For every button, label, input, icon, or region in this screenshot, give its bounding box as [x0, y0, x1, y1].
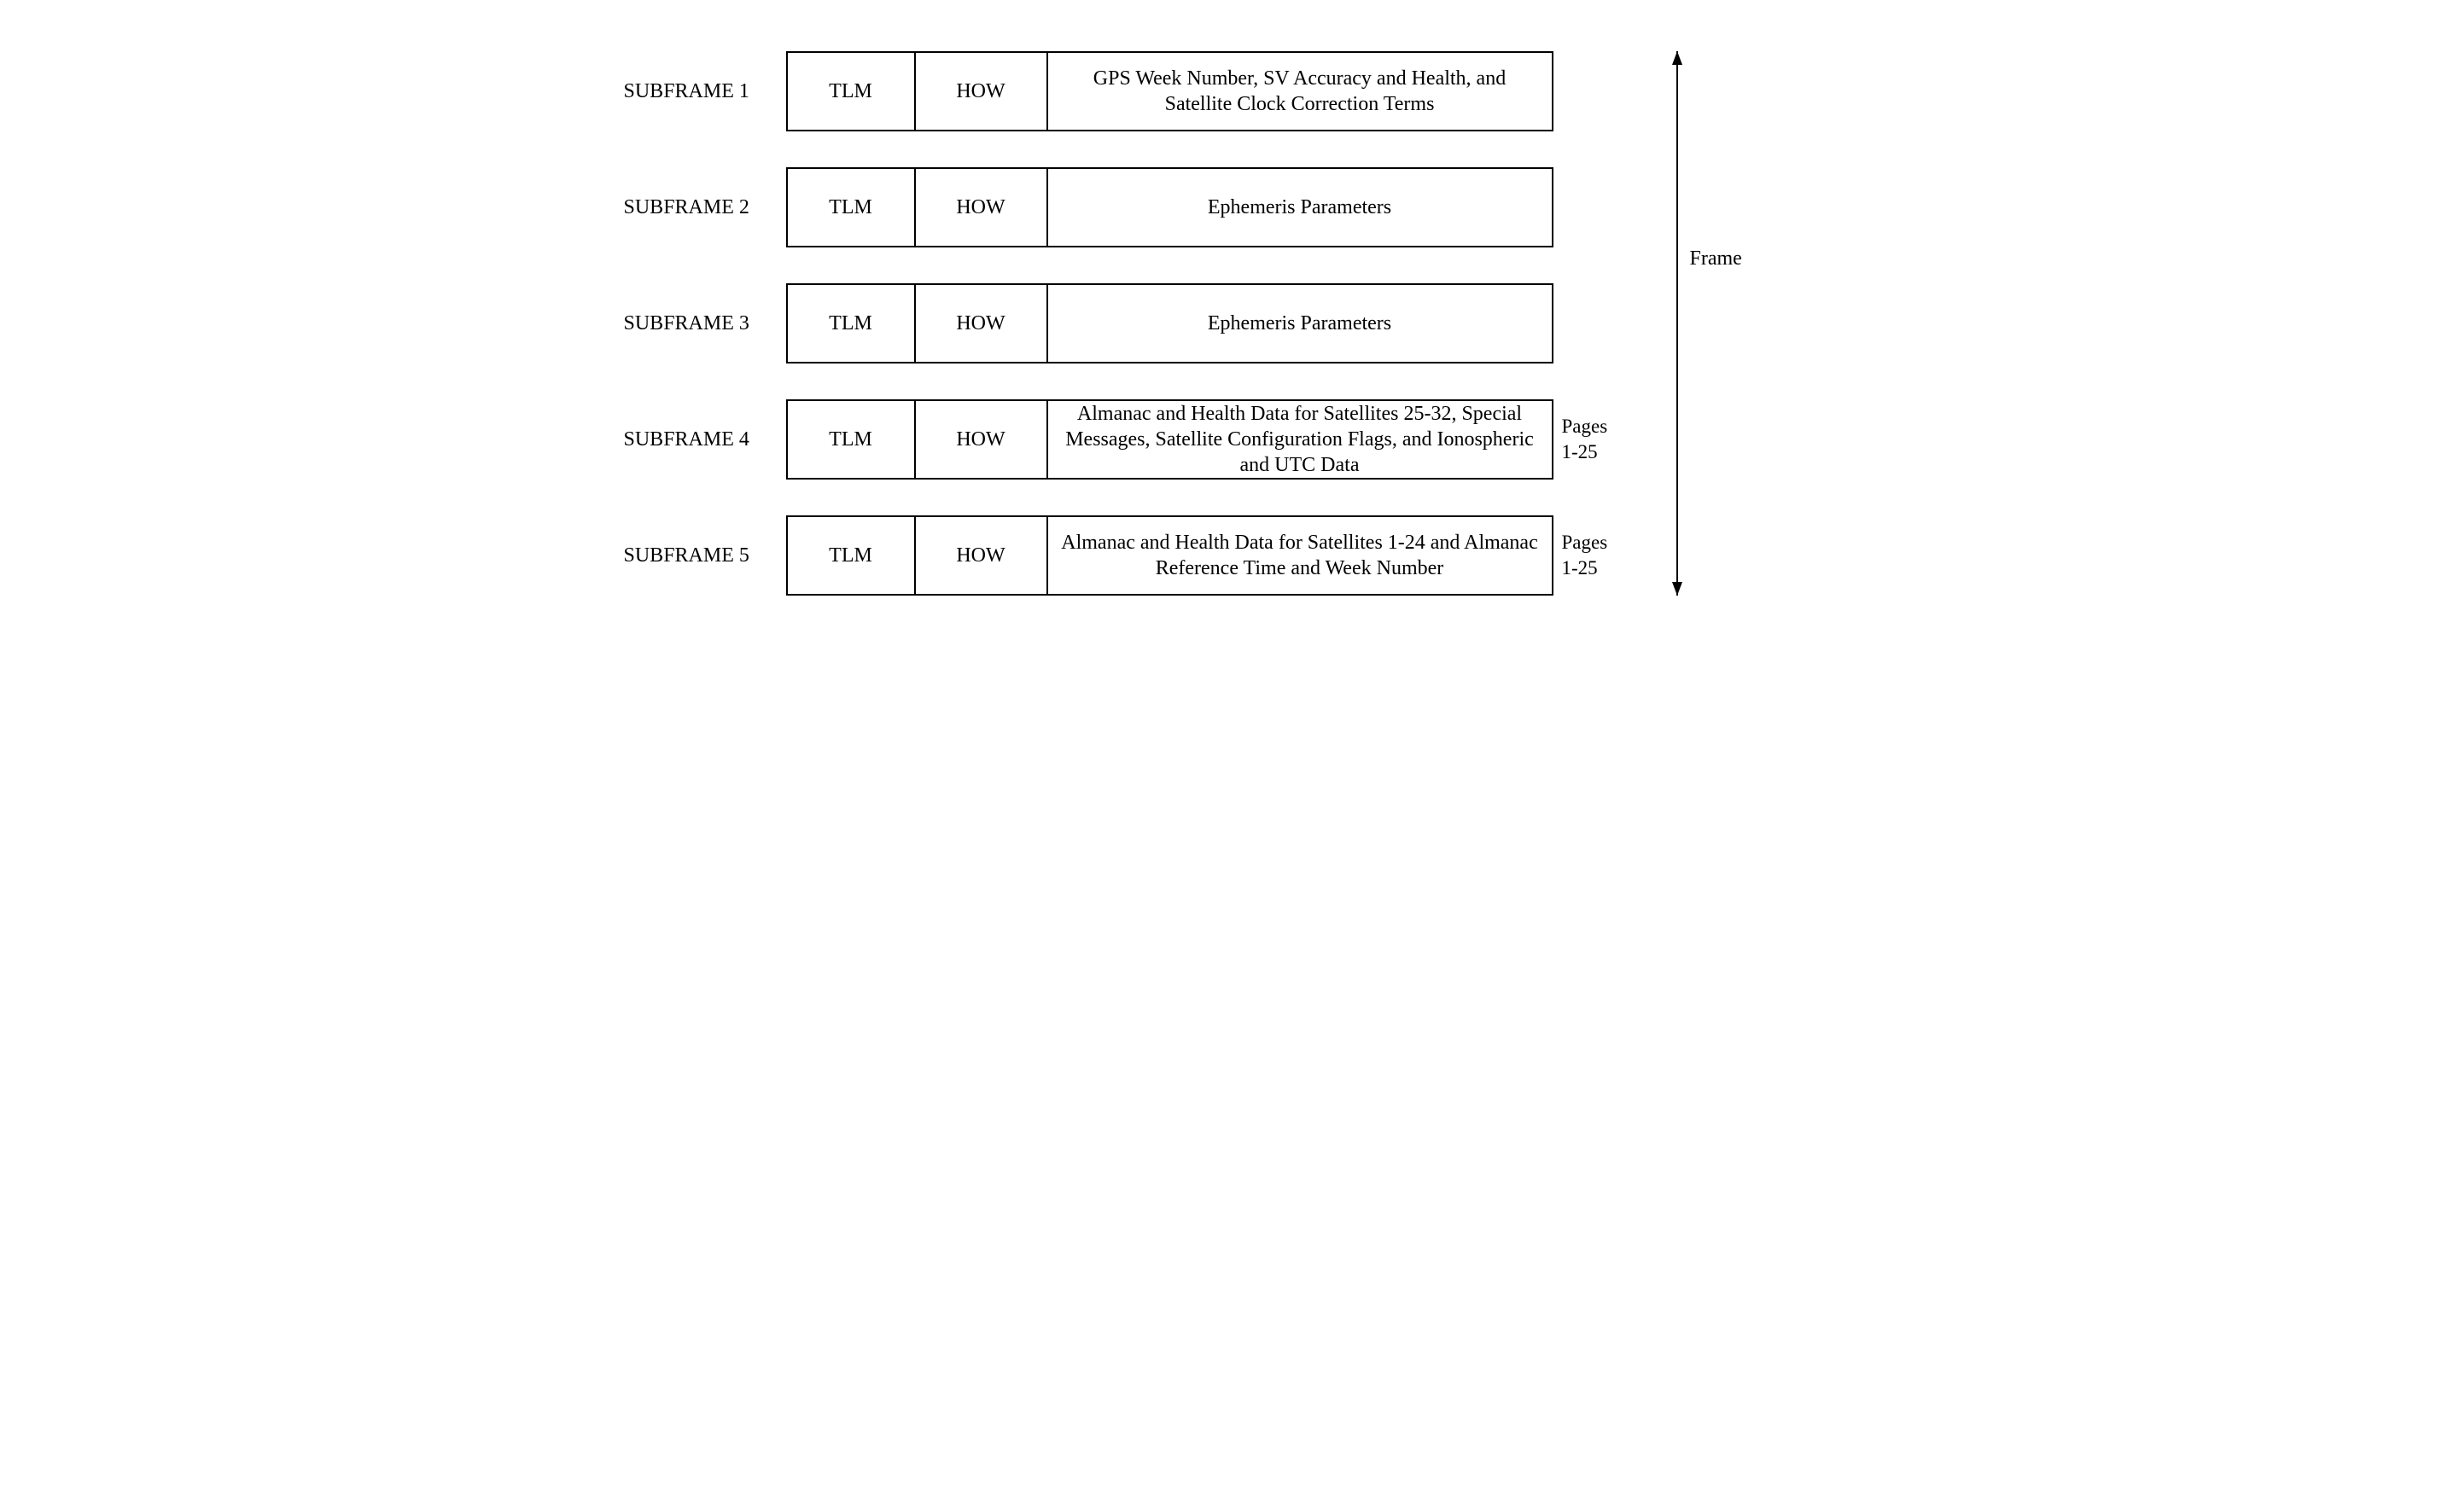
description-cell: Almanac and Health Data for Satellites 1…	[1048, 517, 1552, 594]
pages-line1: Pages	[1562, 414, 1608, 439]
tlm-cell: TLM	[788, 517, 916, 594]
subframe-box: TLM HOW Ephemeris Parameters	[786, 283, 1553, 363]
description-cell: Ephemeris Parameters	[1048, 169, 1552, 246]
how-cell: HOW	[916, 401, 1048, 478]
how-cell: HOW	[916, 285, 1048, 362]
how-cell: HOW	[916, 169, 1048, 246]
subframes-list: SUBFRAME 1 TLM HOW GPS Week Number, SV A…	[624, 51, 1626, 596]
subframe-box: TLM HOW Almanac and Health Data for Sate…	[786, 399, 1553, 480]
frame-arrow-column: Frame	[1669, 51, 1720, 596]
description-cell: Almanac and Health Data for Satellites 2…	[1048, 401, 1552, 478]
description-cell: GPS Week Number, SV Accuracy and Health,…	[1048, 53, 1552, 130]
subframe-row-4: SUBFRAME 4 TLM HOW Almanac and Health Da…	[624, 399, 1626, 480]
pages-note: Pages 1-25	[1553, 515, 1626, 596]
gps-subframe-diagram: SUBFRAME 1 TLM HOW GPS Week Number, SV A…	[624, 51, 1819, 596]
pages-line1: Pages	[1562, 530, 1608, 555]
subframe-label: SUBFRAME 3	[624, 283, 786, 363]
subframe-label: SUBFRAME 2	[624, 167, 786, 247]
how-cell: HOW	[916, 517, 1048, 594]
pages-line2: 1-25	[1562, 439, 1598, 465]
tlm-cell: TLM	[788, 169, 916, 246]
tlm-cell: TLM	[788, 53, 916, 130]
subframe-box: TLM HOW Almanac and Health Data for Sate…	[786, 515, 1553, 596]
subframe-box: TLM HOW Ephemeris Parameters	[786, 167, 1553, 247]
tlm-cell: TLM	[788, 401, 916, 478]
tlm-cell: TLM	[788, 285, 916, 362]
how-cell: HOW	[916, 53, 1048, 130]
pages-note	[1553, 51, 1626, 131]
pages-note: Pages 1-25	[1553, 399, 1626, 480]
pages-line2: 1-25	[1562, 555, 1598, 581]
frame-label: Frame	[1690, 247, 1742, 270]
subframe-row-1: SUBFRAME 1 TLM HOW GPS Week Number, SV A…	[624, 51, 1626, 131]
subframe-label: SUBFRAME 5	[624, 515, 786, 596]
pages-note	[1553, 283, 1626, 363]
content-wrapper: SUBFRAME 1 TLM HOW GPS Week Number, SV A…	[624, 51, 1819, 596]
subframe-label: SUBFRAME 4	[624, 399, 786, 480]
subframe-row-3: SUBFRAME 3 TLM HOW Ephemeris Parameters	[624, 283, 1626, 363]
subframe-label: SUBFRAME 1	[624, 51, 786, 131]
subframe-row-5: SUBFRAME 5 TLM HOW Almanac and Health Da…	[624, 515, 1626, 596]
pages-note	[1553, 167, 1626, 247]
subframe-row-2: SUBFRAME 2 TLM HOW Ephemeris Parameters	[624, 167, 1626, 247]
frame-arrow-icon	[1669, 51, 1686, 596]
subframe-box: TLM HOW GPS Week Number, SV Accuracy and…	[786, 51, 1553, 131]
description-cell: Ephemeris Parameters	[1048, 285, 1552, 362]
